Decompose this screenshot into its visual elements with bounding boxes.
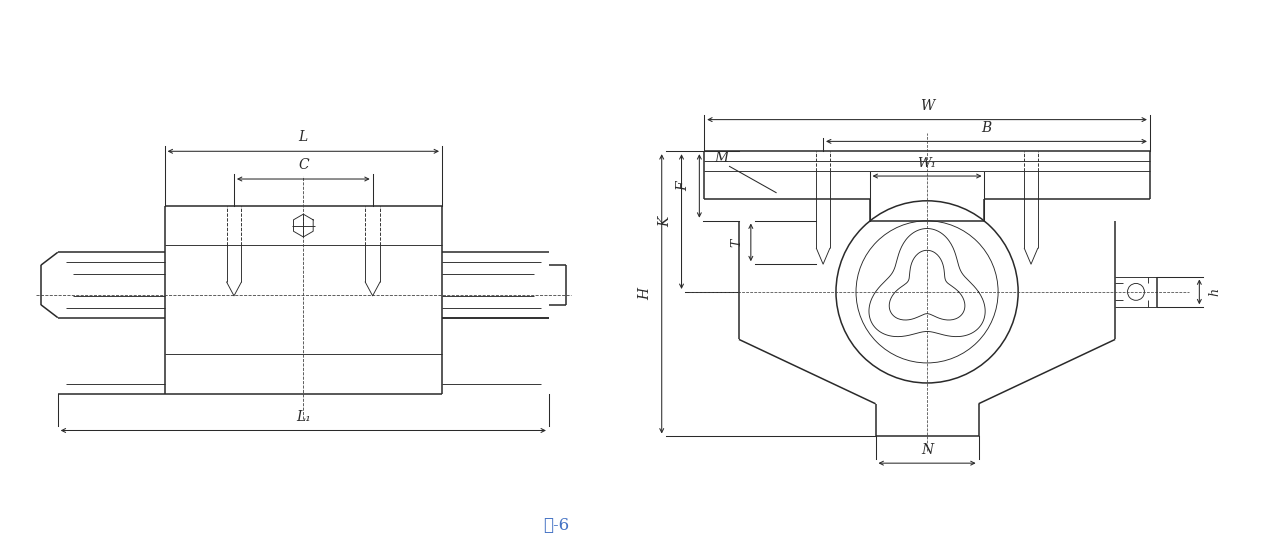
Text: 图-6: 图-6 [543,517,569,534]
Text: M: M [714,151,728,165]
Text: N: N [921,444,933,458]
Text: H: H [638,288,652,300]
Text: L: L [299,130,308,144]
Text: F: F [677,181,691,191]
Text: h: h [1208,288,1221,296]
Text: W₁: W₁ [918,157,937,170]
Text: L₁: L₁ [295,409,311,423]
Text: W: W [921,99,935,113]
Text: C: C [298,158,308,172]
Text: K: K [658,216,673,227]
Text: B: B [981,120,992,134]
Text: T: T [730,238,743,246]
